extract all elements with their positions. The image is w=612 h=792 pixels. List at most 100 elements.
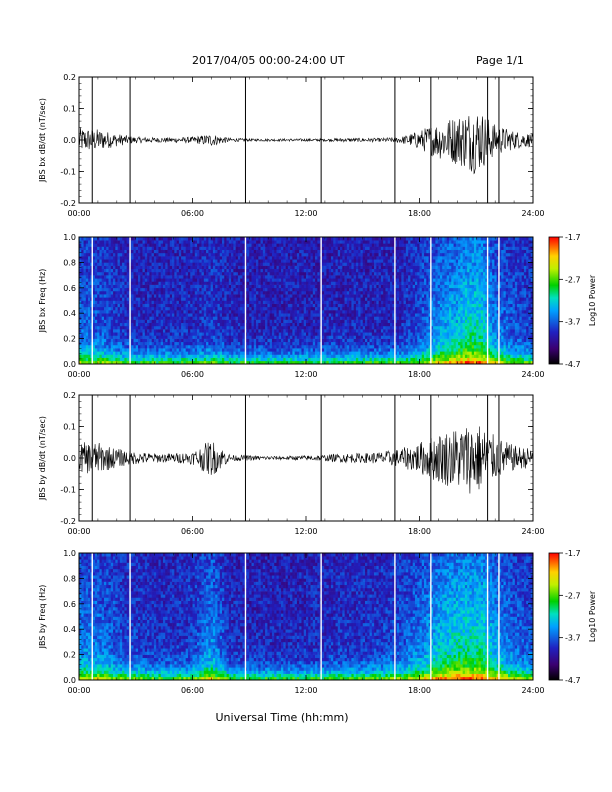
spectrogram-cell bbox=[88, 256, 91, 260]
spectrogram-cell bbox=[85, 256, 89, 260]
spectrogram-cell bbox=[253, 287, 257, 292]
spectrogram-cell bbox=[224, 294, 227, 298]
spectrogram-cell bbox=[269, 275, 273, 279]
spectrogram-cell bbox=[226, 354, 230, 358]
spectrogram-cell bbox=[281, 306, 284, 311]
spectrogram-cell bbox=[312, 284, 316, 289]
spectrogram-cell bbox=[135, 360, 139, 365]
spectrogram-cell bbox=[133, 335, 137, 339]
spectrogram-cell bbox=[337, 335, 341, 339]
spectrogram-cell bbox=[94, 341, 98, 346]
spectrogram-cell bbox=[97, 300, 100, 304]
spectrogram-cell bbox=[310, 256, 314, 260]
spectrogram-cell bbox=[142, 278, 146, 282]
spectrogram-cell bbox=[119, 357, 123, 362]
spectrogram-cell bbox=[224, 262, 227, 266]
spectrogram-cell bbox=[99, 271, 102, 276]
spectrogram-cell bbox=[140, 281, 143, 285]
spectrogram-cell bbox=[172, 344, 175, 349]
spectrogram-cell bbox=[135, 294, 139, 298]
spectrogram-cell bbox=[228, 275, 232, 279]
spectrogram-cell bbox=[299, 268, 302, 273]
spectrogram-cell bbox=[231, 252, 234, 257]
spectrogram-cell bbox=[140, 306, 143, 311]
spectrogram-cell bbox=[92, 300, 96, 304]
spectrogram-cell bbox=[267, 294, 270, 298]
spectrogram-cell bbox=[172, 265, 175, 270]
spectrogram-cell bbox=[88, 325, 91, 330]
spectrogram-cell bbox=[306, 351, 309, 355]
spectrogram-cell bbox=[190, 354, 193, 358]
spectrogram-cell bbox=[349, 338, 352, 343]
spectrogram-cell bbox=[181, 271, 184, 276]
spectrogram-cell bbox=[115, 354, 118, 358]
spectrogram-cell bbox=[321, 351, 325, 355]
spectrogram-cell bbox=[274, 348, 277, 352]
spectrogram-cell bbox=[169, 351, 173, 355]
spectrogram-cell bbox=[222, 240, 225, 244]
spectrogram-cell bbox=[240, 322, 243, 327]
spectrogram-cell bbox=[190, 275, 193, 279]
spectrogram-cell bbox=[174, 344, 177, 349]
spectrogram-cell bbox=[340, 278, 343, 282]
spectrogram-cell bbox=[260, 300, 264, 304]
spectrogram-cell bbox=[83, 332, 87, 336]
spectrogram-cell bbox=[181, 335, 184, 339]
spectrogram-cell bbox=[156, 332, 159, 336]
spectrogram-cell bbox=[321, 313, 325, 317]
spectrogram-cell bbox=[226, 246, 230, 250]
spectrogram-cell bbox=[142, 246, 146, 250]
spectrogram-cell bbox=[199, 341, 202, 346]
spectrogram-cell bbox=[101, 297, 105, 301]
spectrogram-cell bbox=[122, 237, 125, 241]
spectrogram-cell bbox=[174, 325, 177, 330]
spectrogram-cell bbox=[312, 262, 316, 266]
spectrogram-cell bbox=[281, 284, 284, 289]
spectrogram-cell bbox=[183, 265, 186, 270]
spectrogram-cell bbox=[274, 322, 277, 327]
spectrogram-cell bbox=[330, 284, 334, 289]
spectrogram-cell bbox=[333, 319, 336, 324]
spectrogram-cell bbox=[206, 275, 209, 279]
spectrogram-cell bbox=[194, 240, 198, 244]
spectrogram-cell bbox=[231, 341, 234, 346]
spectrogram-cell bbox=[88, 338, 91, 343]
spectrogram-cell bbox=[119, 300, 123, 304]
spectrogram-cell bbox=[160, 351, 164, 355]
spectrogram-cell bbox=[162, 246, 166, 250]
spectrogram-cell bbox=[340, 275, 343, 279]
spectrogram-cell bbox=[97, 243, 100, 247]
spectrogram-cell bbox=[94, 284, 98, 289]
spectrogram-cell bbox=[142, 262, 146, 266]
spectrogram-cell bbox=[138, 357, 141, 362]
spectrogram-cell bbox=[187, 357, 191, 362]
spectrogram-cell bbox=[201, 341, 205, 346]
spectrogram-cell bbox=[126, 306, 130, 311]
spectrogram-cell bbox=[290, 294, 293, 298]
spectrogram-cell bbox=[285, 284, 289, 289]
spectrogram-cell bbox=[117, 335, 121, 339]
spectrogram-cell bbox=[197, 268, 200, 273]
spectrogram-cell bbox=[237, 316, 241, 320]
spectrogram-cell bbox=[235, 246, 239, 250]
spectrogram-cell bbox=[222, 316, 225, 320]
spectrogram-cell bbox=[85, 335, 89, 339]
spectrogram-cell bbox=[222, 325, 225, 330]
spectrogram-cell bbox=[97, 259, 100, 263]
spectrogram-cell bbox=[113, 297, 116, 301]
spectrogram-cell bbox=[183, 313, 186, 317]
spectrogram-cell bbox=[201, 243, 205, 247]
spectrogram-cell bbox=[115, 316, 118, 320]
spectrogram-cell bbox=[190, 332, 193, 336]
spectrogram-cell bbox=[226, 319, 230, 324]
spectrogram-cell bbox=[249, 240, 252, 244]
spectrogram-cell bbox=[162, 249, 166, 254]
spectrogram-cell bbox=[88, 360, 91, 365]
spectrogram-cell bbox=[110, 262, 114, 266]
spectrogram-cell bbox=[281, 275, 284, 279]
spectrogram-cell bbox=[315, 259, 318, 263]
spectrogram-cell bbox=[267, 281, 270, 285]
spectrogram-cell bbox=[97, 335, 100, 339]
spectrogram-cell bbox=[256, 287, 259, 292]
spectrogram-cell bbox=[274, 237, 277, 241]
